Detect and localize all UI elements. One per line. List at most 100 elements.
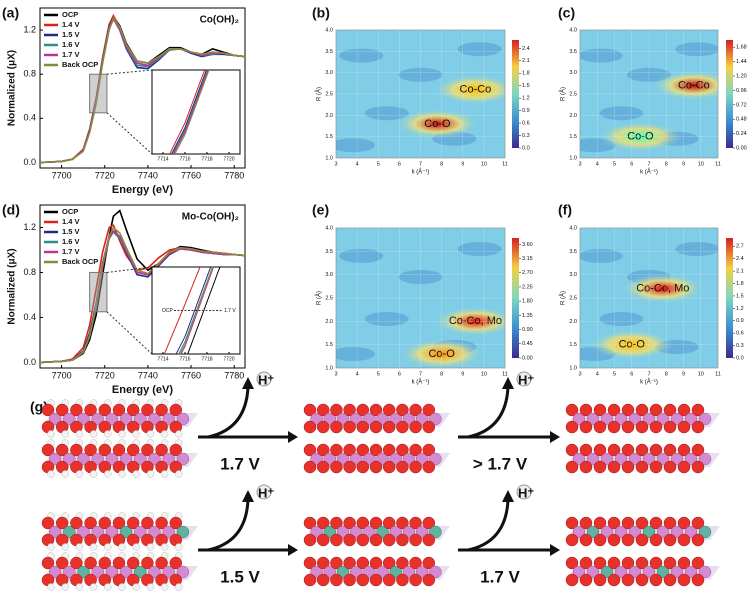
x-tick-label: 7740	[138, 370, 158, 380]
h-atom	[118, 543, 126, 551]
o-atom	[649, 533, 663, 547]
inset-tick-label: 7718	[201, 356, 212, 362]
x-tick-label: 6	[630, 161, 633, 167]
o-atom	[356, 533, 370, 547]
o-atom	[663, 533, 677, 547]
map-texture	[580, 249, 623, 263]
co-atom	[670, 525, 684, 539]
y-tick-label: 1.0	[325, 155, 333, 161]
inset-tick-label: 7718	[201, 156, 212, 162]
o-atom	[303, 420, 317, 434]
co-atom	[586, 412, 600, 426]
co-atom	[698, 412, 712, 426]
o-atom	[663, 573, 677, 587]
plot-frame	[579, 227, 719, 369]
y-tick-label: 3.0	[569, 70, 577, 76]
o-atom	[409, 403, 422, 417]
x-tick-label: 7760	[181, 170, 201, 180]
h-atom	[175, 583, 183, 591]
h-atom	[160, 583, 169, 591]
co-atom	[572, 525, 586, 539]
arrow-head	[502, 377, 514, 389]
co-atom	[628, 452, 642, 466]
y-tick-label: 2.0	[325, 113, 333, 119]
legend-label: OCP	[62, 207, 78, 216]
co-atom	[670, 452, 684, 466]
o-atom	[316, 443, 330, 457]
co-atom	[600, 452, 614, 466]
x-tick-label: 8	[665, 161, 668, 167]
o-atom	[593, 556, 607, 570]
o-atom	[316, 403, 330, 417]
co-atom	[105, 452, 119, 466]
peak	[433, 306, 505, 337]
x-tick-label: 5	[377, 161, 380, 167]
o-atom	[396, 403, 409, 417]
peak	[395, 108, 480, 139]
inset-tick-label: 7720	[223, 356, 234, 362]
o-atom	[409, 573, 422, 587]
h-atom	[146, 430, 155, 438]
y-tick-label: 2.5	[569, 295, 577, 301]
o-atom	[422, 403, 436, 417]
co-atom	[148, 452, 161, 466]
h-atom	[175, 470, 183, 478]
x-tick-label: 3	[578, 371, 581, 377]
zoom-connector	[106, 69, 153, 75]
co-atom	[628, 525, 642, 539]
o-atom	[593, 573, 607, 587]
co-atom	[48, 565, 62, 579]
x-tick-label: 5	[377, 371, 380, 377]
o-atom	[330, 573, 343, 587]
o-atom	[422, 420, 436, 434]
o-atom	[691, 460, 705, 474]
o-atom	[579, 443, 593, 457]
o-atom	[621, 533, 635, 547]
o-atom	[635, 556, 649, 570]
o-atom	[356, 420, 370, 434]
inset-annotation: 1.7 V	[224, 308, 236, 314]
colorbar-tick-label: 0.45	[522, 341, 533, 347]
mo-atom	[119, 525, 133, 539]
o-atom	[98, 516, 112, 530]
h-atom	[89, 470, 98, 478]
o-atom	[579, 516, 593, 530]
y-tick-label: 4.0	[325, 27, 333, 33]
x-tick-label: 7780	[224, 170, 244, 180]
map-texture	[398, 270, 443, 284]
o-atom	[607, 533, 621, 547]
colorbar-tick-label: 1.8	[522, 71, 530, 77]
y-tick-label: 1.5	[325, 342, 333, 348]
o-atom	[691, 516, 705, 530]
co-atom	[698, 565, 712, 579]
panel-label: (c)	[558, 5, 575, 21]
co-atom	[642, 412, 656, 426]
potential-label: 1.7 V	[220, 454, 260, 473]
x-tick-label: 7	[419, 371, 422, 377]
peak	[620, 273, 705, 304]
legend-label: 1.6 V	[62, 40, 80, 49]
panel-label: (d)	[2, 202, 20, 218]
o-atom	[422, 460, 436, 474]
h-atom	[89, 430, 98, 438]
h-atom	[118, 470, 126, 478]
colorbar-tick-label: 0.6	[522, 121, 530, 127]
colorbar-tick-label: 2.7	[736, 244, 744, 250]
colorbar-tick-label: 1.2	[522, 96, 530, 102]
y-axis-label: R (Å)	[560, 291, 567, 305]
y-tick-label: 4.0	[569, 225, 577, 231]
y-tick-label: 3.5	[569, 249, 577, 255]
co-atom	[48, 525, 62, 539]
co-atom	[572, 412, 586, 426]
o-atom	[141, 556, 154, 570]
x-tick-label: 7760	[181, 370, 201, 380]
o-atom	[169, 516, 183, 530]
co-atom	[134, 525, 147, 539]
o-atom	[677, 533, 691, 547]
o-atom	[382, 516, 396, 530]
map-texture	[457, 242, 502, 256]
colorbar-tick-label: 1.2	[736, 306, 744, 312]
colorbar-tick-label: 1.44	[736, 59, 747, 65]
colorbar-tick-label: 0.6	[736, 331, 744, 337]
o-atom	[84, 443, 97, 457]
